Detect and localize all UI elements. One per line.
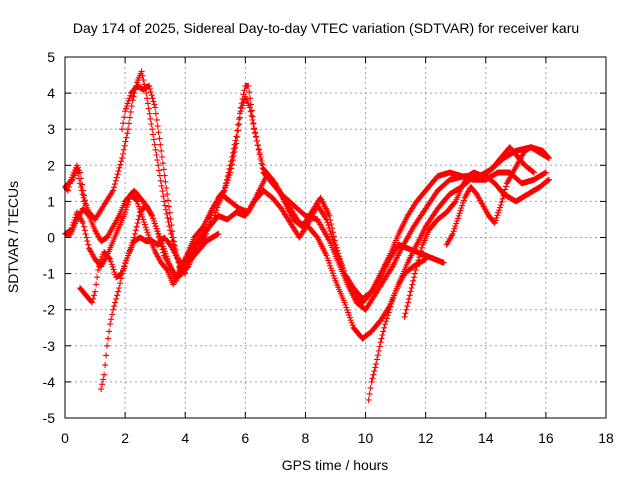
x-tick-label: 4 — [181, 430, 189, 446]
series-markers — [119, 82, 189, 277]
series-track-9 — [443, 144, 552, 248]
series-markers — [443, 144, 552, 248]
x-tick-label: 12 — [418, 430, 434, 446]
x-tick-label: 8 — [302, 430, 310, 446]
y-tick-label: 2 — [47, 157, 55, 173]
x-axis-label: GPS time / hours — [282, 457, 389, 473]
y-tick-label: 0 — [47, 230, 55, 246]
y-tick-label: 4 — [47, 85, 55, 101]
y-tick-label: -3 — [43, 338, 56, 354]
x-tick-label: 14 — [478, 430, 494, 446]
x-tick-label: 10 — [358, 430, 374, 446]
x-tick-label: 6 — [241, 430, 249, 446]
x-tick-label: 0 — [61, 430, 69, 446]
series-track-6 — [119, 82, 189, 277]
x-tick-label: 16 — [538, 430, 554, 446]
grid-lines — [65, 57, 606, 418]
y-tick-label: -1 — [43, 266, 56, 282]
chart-title: Day 174 of 2025, Sidereal Day-to-day VTE… — [73, 20, 579, 36]
y-tick-label: -2 — [43, 302, 56, 318]
y-axis-label: SDTVAR / TECUs — [5, 181, 21, 293]
y-tick-label: 5 — [47, 49, 55, 65]
y-tick-label: -5 — [43, 410, 56, 426]
y-tick-label: 3 — [47, 121, 55, 137]
y-tick-label: 1 — [47, 193, 55, 209]
x-tick-label: 18 — [598, 430, 614, 446]
x-tick-label: 2 — [121, 430, 129, 446]
data-points — [62, 68, 552, 403]
y-tick-label: -4 — [43, 374, 56, 390]
